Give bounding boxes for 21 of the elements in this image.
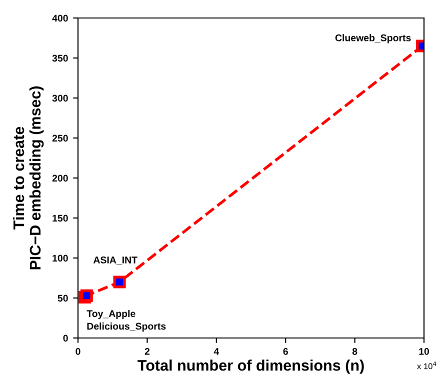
x-tick-label: 6 bbox=[283, 348, 288, 355]
y-tick-label: 0 bbox=[63, 334, 68, 342]
x-tick-label: 4 bbox=[214, 348, 220, 355]
y-tick-label: 350 bbox=[52, 54, 68, 62]
x-tick-label: 2 bbox=[144, 348, 150, 355]
x-tick-label: 8 bbox=[352, 348, 358, 355]
y-tick-label: 150 bbox=[52, 214, 68, 222]
y-tick-label: 50 bbox=[58, 294, 68, 302]
y-tick-label: 100 bbox=[52, 254, 68, 262]
x-tick-label: 10 bbox=[419, 348, 430, 355]
y-tick-label: 200 bbox=[52, 174, 68, 182]
annotation: ASIA_INT bbox=[93, 256, 138, 264]
x-tick-label: 0 bbox=[76, 348, 80, 355]
y-tick-label: 300 bbox=[52, 94, 68, 102]
text: x 10$^{4}$ bbox=[417, 362, 436, 370]
annotation: Toy_Apple Delicious_Sports bbox=[86, 310, 166, 332]
y-axis-title: Time to create PIC−D embedding (msec) bbox=[12, 86, 44, 270]
x-axis-title: Total number of dimensions (n) bbox=[138, 360, 364, 374]
y-tick-label: 400 bbox=[52, 14, 68, 22]
y-tick-label: 250 bbox=[52, 134, 68, 142]
annotation: Clueweb_Sports bbox=[335, 34, 411, 44]
